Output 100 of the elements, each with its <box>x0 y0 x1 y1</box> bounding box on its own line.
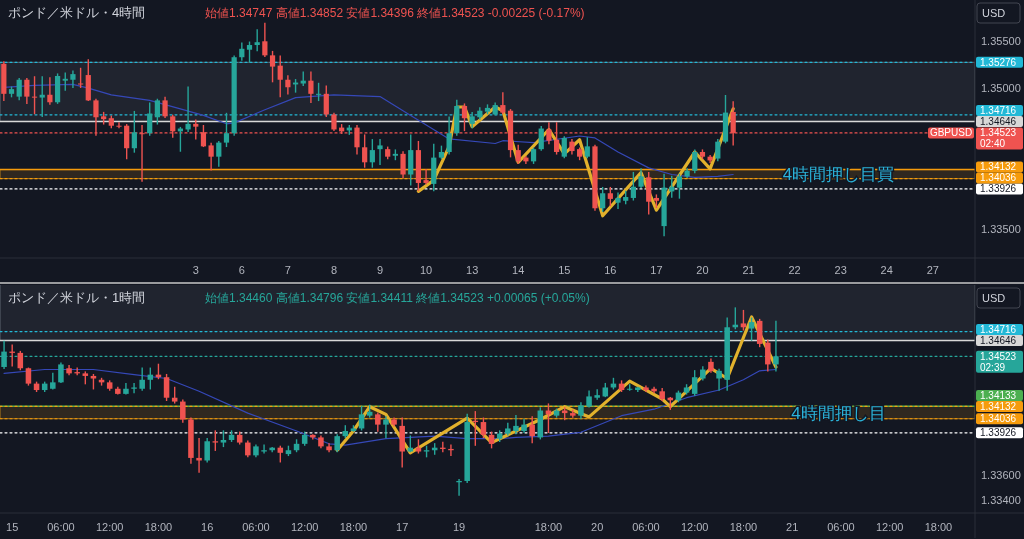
x-tick-label: 10 <box>419 264 433 276</box>
candlestick <box>216 140 222 167</box>
price-tag: 1.33926 <box>976 183 1023 195</box>
candlestick <box>261 444 267 454</box>
candlestick <box>212 430 219 451</box>
x-tick-label: 06:00 <box>242 521 270 533</box>
candlestick <box>185 86 191 133</box>
x-tick-label: 18:00 <box>729 521 758 533</box>
x-tick-label: 06:00 <box>632 521 660 533</box>
ref-line-label: 1.33926 <box>980 427 1017 439</box>
candlestick <box>277 55 283 98</box>
candlestick <box>116 122 122 129</box>
text: USD <box>982 292 1006 304</box>
x-tick-label: 21 <box>742 264 755 276</box>
ref-line-label: 1.34036 <box>980 413 1017 425</box>
candlestick <box>383 416 389 439</box>
candlestick <box>538 125 544 151</box>
price-tag: 1.34646 <box>976 335 1023 347</box>
candlestick <box>269 50 276 83</box>
x-tick-label: 12:00 <box>875 521 904 533</box>
candlestick <box>163 373 170 401</box>
candlestick <box>131 110 137 153</box>
candlestick <box>500 92 506 115</box>
chart-title: ポンド／米ドル・4時間 <box>8 5 146 20</box>
x-tick-label: 27 <box>926 264 939 276</box>
x-tick-label: 20 <box>591 521 604 533</box>
candlestick <box>223 112 230 148</box>
price-tag: 1.34132 <box>976 161 1023 173</box>
candlestick <box>254 29 260 52</box>
x-tick-label: 13 <box>466 264 479 276</box>
candlestick <box>561 136 567 159</box>
candlestick <box>630 171 636 201</box>
x-tick-label: 14 <box>512 264 525 276</box>
candlestick <box>180 399 186 423</box>
candlestick <box>423 169 429 185</box>
x-tick-label: 24 <box>880 264 893 276</box>
candlestick <box>716 368 722 391</box>
line-series <box>335 315 778 455</box>
x-tick-label: 22 <box>788 264 801 276</box>
candlestick <box>446 116 452 155</box>
candlestick <box>529 416 535 444</box>
ref-line-label: 1.34646 <box>980 115 1017 127</box>
candlestick <box>513 414 519 435</box>
ref-line-label: 1.34133 <box>980 389 1017 401</box>
candlestick <box>58 362 64 384</box>
candlestick <box>262 22 268 57</box>
candlestick <box>239 42 245 61</box>
candlestick <box>691 370 698 396</box>
text: 02:40 <box>980 138 1006 150</box>
x-tick-label: 12:00 <box>290 521 319 533</box>
candlestick <box>246 41 253 63</box>
candlestick <box>123 382 129 395</box>
candlestick <box>326 443 332 453</box>
candlestick <box>16 78 22 101</box>
candlestick <box>204 438 210 463</box>
price-tag: 1.34716 <box>976 324 1023 336</box>
candlestick <box>70 70 76 88</box>
x-tick-label: 21 <box>786 521 799 533</box>
x-tick-label: 15 <box>558 264 571 276</box>
candlestick <box>480 417 487 439</box>
x-tick-label: 18:00 <box>534 521 563 533</box>
x-tick-label: 8 <box>330 264 338 276</box>
x-tick-label: 7 <box>284 264 291 276</box>
band-label: 4時間押し目 <box>791 403 886 423</box>
candlestick <box>162 96 168 118</box>
ref-line-label: 1.34716 <box>980 104 1017 116</box>
ref-line-label: 1.34036 <box>980 172 1017 184</box>
price-tag: 1.34133 <box>976 389 1023 401</box>
chart-title: ポンド／米ドル・1時間 <box>8 290 146 305</box>
candlestick <box>400 151 406 179</box>
candlestick <box>323 85 329 118</box>
y-tick-label: 1.33600 <box>981 468 1021 481</box>
candlestick <box>584 137 590 159</box>
candlestick <box>285 75 291 95</box>
candlestick <box>377 139 383 165</box>
candlestick <box>358 405 365 431</box>
candlestick <box>643 385 649 393</box>
price-tag: 1.33926 <box>976 427 1023 439</box>
candlestick <box>369 139 375 168</box>
ref-line-label: 1.34132 <box>980 161 1017 173</box>
x-tick-label: 16 <box>201 521 214 533</box>
price-tag: 1.34036 <box>976 413 1023 425</box>
candlestick <box>740 309 747 331</box>
ref-line-label: 1.34523 <box>980 127 1017 139</box>
candlestick <box>615 192 621 209</box>
candlestick <box>638 168 644 189</box>
candlestick <box>570 409 576 418</box>
candlestick <box>39 76 45 118</box>
candlestick <box>715 139 721 162</box>
price-tag: 1.35276 <box>976 56 1023 68</box>
candlestick <box>131 382 137 394</box>
y-tick-label: 1.35500 <box>981 35 1021 48</box>
annotation: GBPUSD <box>929 127 973 139</box>
x-tick-label: 18:00 <box>339 521 368 533</box>
x-tick-label: 6 <box>238 264 245 276</box>
y-tick-label: 1.33400 <box>981 494 1021 507</box>
candlestick <box>31 76 38 115</box>
y-tick-label: 1.33500 <box>981 222 1021 235</box>
x-tick-label: 12:00 <box>680 521 709 533</box>
candlestick <box>208 142 214 171</box>
